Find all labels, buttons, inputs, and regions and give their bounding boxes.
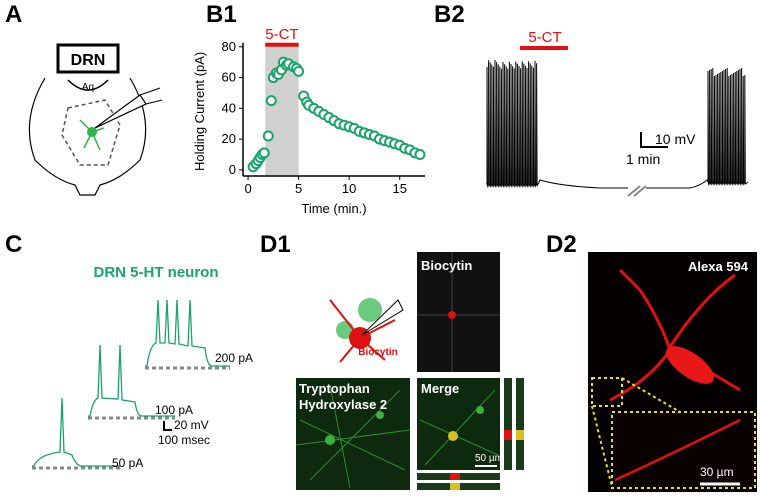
- scale-label: 10 mV: [655, 131, 696, 147]
- scale-label: 100 msec: [158, 433, 210, 447]
- annotation: 5-CT: [265, 26, 298, 43]
- image-merge: [417, 378, 500, 470]
- fibers: [295, 384, 411, 489]
- orthogonal-signal: [450, 483, 460, 490]
- x-tick-label: 15: [392, 181, 406, 196]
- schematic-label: Biocytin: [358, 347, 397, 358]
- step-label: 100 pA: [155, 403, 193, 417]
- y-tick-label: 60: [222, 70, 236, 85]
- image-label: Tryptophan: [299, 381, 370, 396]
- data-point: [265, 95, 277, 107]
- data-point: [258, 147, 270, 159]
- x-axis-title: Time (min.): [301, 201, 366, 216]
- membrane-potential: [486, 59, 749, 189]
- y-axis-title: Holding Current (pA): [192, 52, 207, 171]
- trace-title: DRN 5-HT neuron: [94, 264, 219, 281]
- step-label: 50 pA: [112, 456, 143, 470]
- orthogonal-strip: [516, 378, 524, 470]
- fibers: [419, 389, 499, 466]
- drn-label: DRN: [71, 52, 106, 69]
- x-tick-label: 10: [342, 181, 356, 196]
- scale-label: 30 µm: [700, 465, 734, 479]
- cell: [376, 411, 384, 419]
- scale-label: 1 min: [626, 151, 660, 167]
- panel-label: B2: [434, 1, 465, 28]
- neuron: [358, 298, 382, 322]
- trace-100pa: [88, 344, 175, 417]
- cell: [448, 431, 458, 441]
- drug-label: 5-CT: [528, 29, 561, 46]
- x-tick-label: 0: [244, 181, 251, 196]
- voltage-trace: [486, 59, 749, 189]
- pipette: [94, 94, 147, 129]
- y-tick-label: 20: [222, 131, 236, 146]
- zoom-box: [591, 377, 623, 407]
- x-tick-label: 5: [295, 181, 302, 196]
- neuron-dendrites: [329, 299, 396, 363]
- panel-label: B1: [206, 1, 237, 28]
- brain-outline: [28, 77, 147, 196]
- trace-200pa: [145, 299, 230, 367]
- aq-label: Aq: [82, 82, 94, 93]
- scale-bar: [640, 132, 668, 148]
- drn-outline: [61, 99, 121, 166]
- cell: [325, 435, 335, 445]
- neuron-process: [614, 418, 741, 482]
- neuron-soma: [666, 346, 714, 384]
- drn-box: [56, 43, 120, 74]
- pipette-wire: [139, 87, 163, 105]
- zoom-line: [591, 377, 681, 488]
- orthogonal-signal: [504, 430, 512, 440]
- scale-bar: [163, 421, 172, 431]
- y-tick-label: 40: [222, 100, 236, 115]
- trace-50pa: [32, 397, 120, 467]
- image-biocytin: [417, 252, 500, 372]
- image-label: Hydroxylase 2: [299, 397, 387, 412]
- step-label: 200 pA: [215, 351, 253, 365]
- break-mark: [627, 185, 647, 197]
- data-point: [262, 130, 274, 142]
- data-point: [414, 148, 426, 160]
- scale-label: 50 µm: [475, 453, 503, 464]
- cell: [448, 311, 456, 319]
- orthogonal-signal: [450, 473, 460, 480]
- data-point: [293, 65, 305, 77]
- image-label: Merge: [421, 381, 459, 396]
- holding-current-chart: 5-CT 0 20 40 60 80 0 5 10 15 Time (min.) Holding Cu…: [192, 26, 426, 216]
- scale-label: 20 mV: [174, 418, 209, 432]
- panel-label: A: [5, 1, 22, 28]
- panel-label: C: [5, 231, 22, 258]
- panel-label: D1: [260, 231, 291, 258]
- orthogonal-strip: [504, 378, 512, 470]
- aqueduct: [67, 79, 109, 91]
- y-tick-label: 80: [222, 39, 236, 54]
- image-label: Alexa 594: [688, 259, 749, 274]
- panel-label: D2: [546, 231, 577, 258]
- orthogonal-signal: [516, 430, 524, 440]
- neuron-dendrites: [79, 119, 105, 151]
- cell: [476, 406, 484, 414]
- image-tph2: [296, 378, 410, 490]
- y-tick-label: 0: [229, 162, 236, 177]
- image-label: Biocytin: [421, 258, 472, 273]
- pipette: [361, 299, 404, 336]
